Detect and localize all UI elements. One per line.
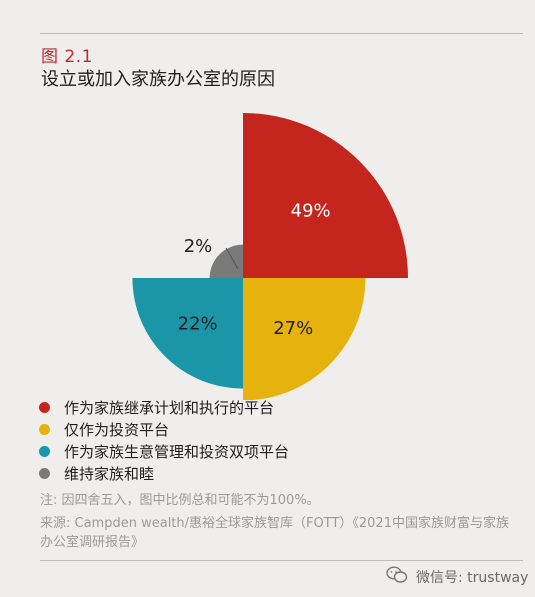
small-slice-pointer	[225, 247, 239, 270]
legend-item: 维持家族和睦	[39, 462, 289, 484]
bottom-rule	[40, 560, 523, 561]
legend-marker	[39, 423, 50, 435]
legend-label: 作为家族继承计划和执行的平台	[64, 398, 275, 417]
watermark: 微信号: trustway	[386, 566, 528, 588]
legend-marker	[39, 467, 50, 479]
slice-label: 2%	[184, 236, 213, 257]
figure-label: 图 2.1	[41, 47, 93, 67]
legend-label: 维持家族和睦	[64, 464, 155, 483]
watermark-text: 微信号: trustway	[416, 570, 529, 586]
pie-slice	[243, 278, 366, 400]
slice-label: 27%	[273, 318, 313, 339]
wechat-icon	[386, 566, 408, 588]
pie-slice	[209, 244, 243, 278]
legend-item: 仅作为投资平台	[39, 418, 289, 440]
slice-label: 22%	[178, 313, 218, 334]
legend-label: 仅作为投资平台	[64, 420, 170, 439]
legend-item: 作为家族生意管理和投资双项平台	[39, 440, 289, 462]
legend-label: 作为家族生意管理和投资双项平台	[64, 442, 290, 461]
legend-item: 作为家族继承计划和执行的平台	[39, 396, 289, 418]
legend-marker	[39, 401, 50, 413]
legend-marker	[39, 445, 50, 457]
footnote: 注: 因四舍五入，图中比例总和可能不为100%。	[40, 493, 320, 508]
legend: 作为家族继承计划和执行的平台 仅作为投资平台 作为家族生意管理和投资双项平台 维…	[39, 396, 289, 484]
source-citation: 来源: Campden wealth/惠裕全球家族智库（FOTT）《2021中国…	[40, 516, 509, 550]
pie-chart: 49% 27% 22% 2%	[132, 113, 408, 400]
top-rule	[40, 33, 523, 34]
slice-label: 49%	[291, 200, 331, 221]
pie-slice	[132, 278, 243, 389]
pie-slice	[243, 113, 408, 278]
figure-title: 设立或加入家族办公室的原因	[41, 69, 275, 90]
